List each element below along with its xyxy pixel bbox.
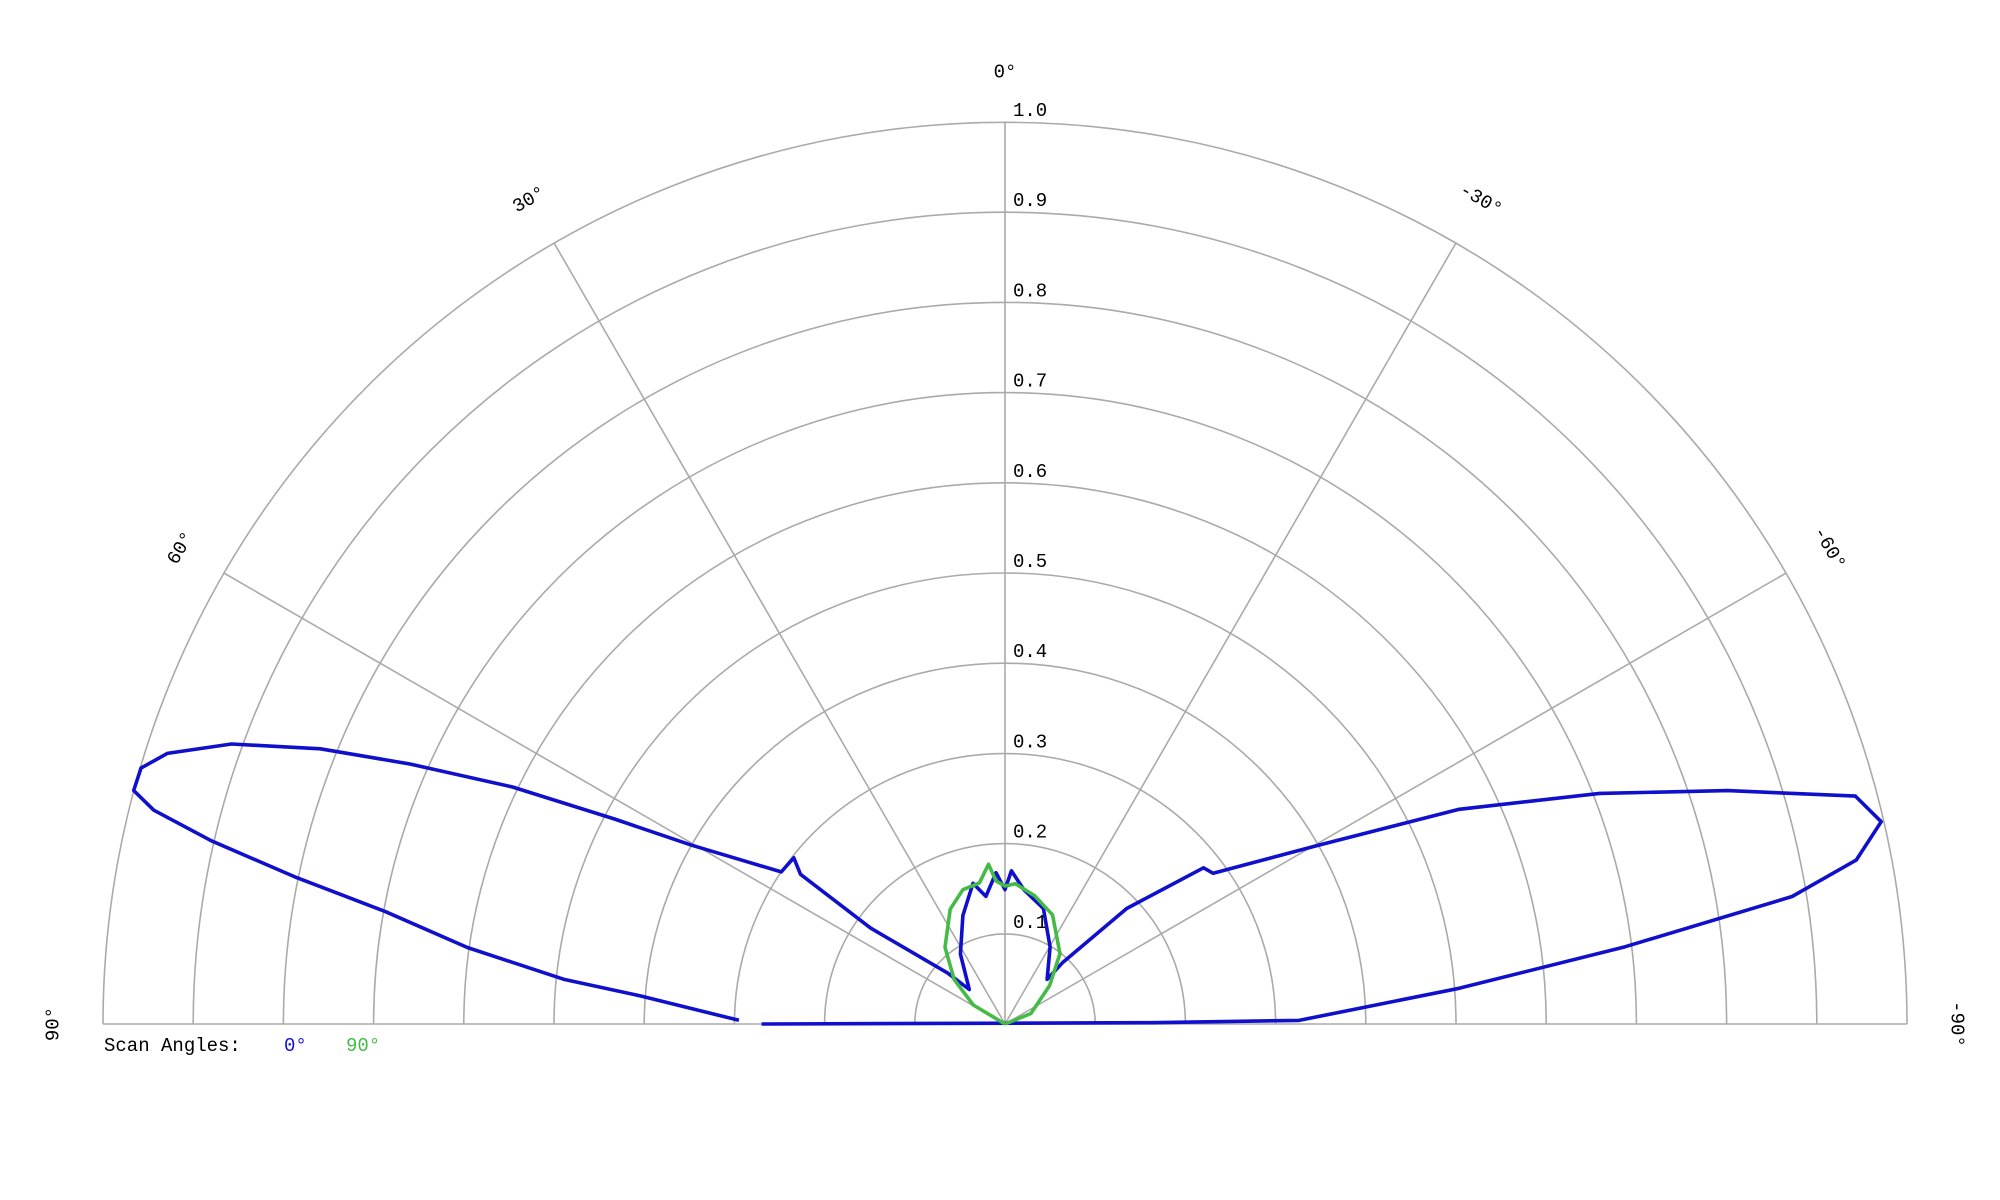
grid-spoke: [1004, 572, 1787, 1025]
legend-title: Scan Angles:: [104, 1035, 241, 1057]
legend-entry: 0°: [284, 1035, 307, 1057]
theta-tick-label: -90°: [1946, 1001, 1968, 1047]
r-tick-label: 0.6: [1013, 461, 1047, 483]
r-tick-label: 0.9: [1013, 190, 1047, 212]
r-tick-label: 0.1: [1013, 912, 1047, 934]
grid-spoke: [223, 572, 1006, 1025]
theta-tick-label: 90°: [42, 1007, 64, 1041]
r-tick-label: 0.5: [1013, 551, 1047, 573]
grid-spoke: [1004, 242, 1457, 1025]
grid-spoke: [553, 242, 1006, 1025]
r-tick-label: 0.4: [1013, 641, 1047, 663]
series-line: [131, 742, 1883, 1026]
legend-entry: 90°: [346, 1035, 380, 1057]
r-tick-label: 0.2: [1013, 822, 1047, 844]
r-tick-label: 0.7: [1013, 371, 1047, 393]
r-tick-label: 0.8: [1013, 280, 1047, 302]
series-line: [943, 862, 1062, 1026]
r-tick-label: 0.3: [1013, 731, 1047, 753]
r-tick-label: 1.0: [1013, 100, 1047, 122]
theta-tick-label: 0°: [994, 61, 1017, 83]
